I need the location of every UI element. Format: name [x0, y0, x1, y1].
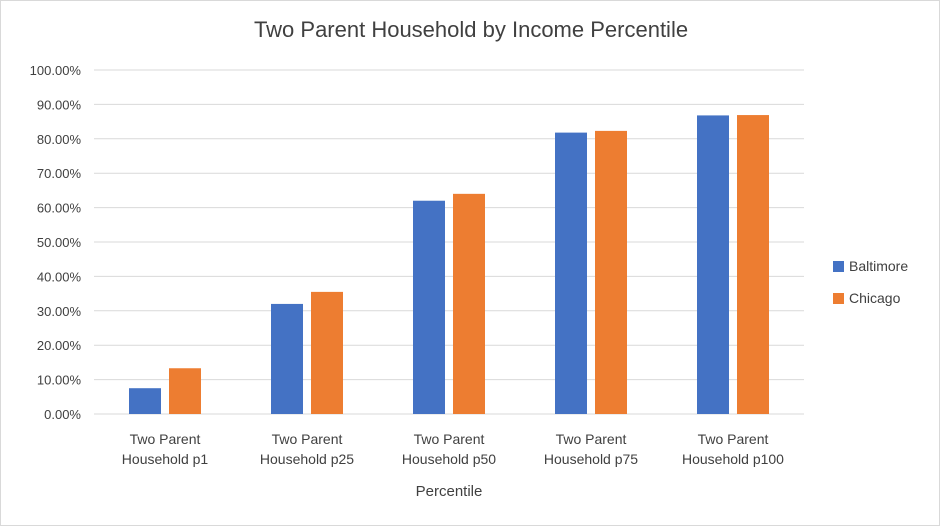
y-axis-ticks: 0.00% 10.00% 20.00% 30.00% 40.00% 50.00% 60.00…: [30, 63, 82, 422]
bar-baltimore-4: [697, 115, 729, 415]
y-tick-label: 100.00%: [30, 63, 82, 78]
bar-chicago-1: [311, 291, 343, 414]
x-category-label: Two Parent: [556, 431, 627, 447]
bar-baltimore-1: [271, 303, 303, 414]
y-tick-label: 0.00%: [44, 407, 81, 422]
bar-baltimore-0: [129, 388, 161, 414]
bar-chicago-4: [737, 115, 769, 415]
y-tick-label: 50.00%: [37, 235, 82, 250]
legend-label-chicago: Chicago: [849, 290, 901, 306]
gridlines: [94, 69, 804, 415]
y-tick-label: 40.00%: [37, 269, 82, 284]
y-tick-label: 20.00%: [37, 338, 82, 353]
x-axis-title: Percentile: [416, 483, 483, 500]
bars: [129, 115, 769, 415]
x-category-label: Household p1: [122, 451, 209, 467]
y-tick-label: 70.00%: [37, 166, 82, 181]
x-category-label: Two Parent: [272, 431, 343, 447]
x-category-label: Household p25: [260, 451, 354, 467]
y-tick-label: 30.00%: [37, 304, 82, 319]
y-tick-label: 90.00%: [37, 97, 82, 112]
y-tick-label: 60.00%: [37, 201, 82, 216]
y-tick-label: 80.00%: [37, 132, 82, 147]
x-category-label: Household p50: [402, 451, 496, 467]
x-category-label: Household p75: [544, 451, 638, 467]
x-category-label: Two Parent: [130, 431, 201, 447]
x-category-label: Two Parent: [414, 431, 485, 447]
bar-baltimore-2: [413, 200, 445, 414]
bar-baltimore-3: [555, 132, 587, 414]
legend-swatch-baltimore: [833, 261, 844, 272]
bar-chicago-3: [595, 130, 627, 414]
x-category-label: Two Parent: [698, 431, 769, 447]
y-tick-label: 10.00%: [37, 373, 82, 388]
legend-label-baltimore: Baltimore: [849, 258, 908, 274]
x-axis-categories: Two Parent Household p1 Two Parent Househol…: [122, 431, 784, 467]
bar-chicago-0: [169, 368, 201, 414]
legend: Baltimore Chicago: [833, 258, 908, 306]
legend-swatch-chicago: [833, 293, 844, 304]
chart-title: Two Parent Household by Income Percentil…: [254, 17, 688, 42]
x-category-label: Household p100: [682, 451, 784, 467]
bar-chicago-2: [453, 193, 485, 414]
